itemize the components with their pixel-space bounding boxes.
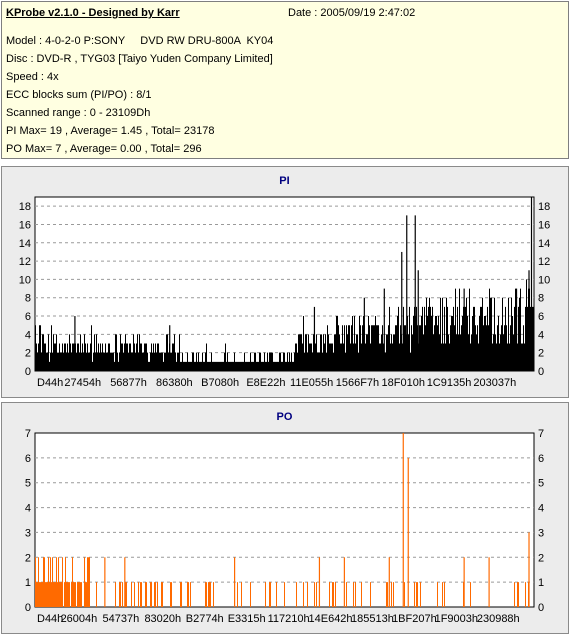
x-tick-label: 11E055h bbox=[290, 377, 333, 389]
y-tick-label-left: 8 bbox=[25, 293, 31, 305]
y-tick-label-left: 4 bbox=[25, 503, 31, 515]
y-tick-label-left: 0 bbox=[25, 366, 31, 378]
chart-title: PI bbox=[279, 175, 289, 187]
y-tick-label-right: 18 bbox=[538, 201, 550, 213]
y-tick-label-left: 14 bbox=[19, 238, 31, 250]
x-tick-label: 1C9135h bbox=[427, 377, 472, 389]
y-tick-label-right: 12 bbox=[538, 256, 550, 268]
x-tick-label: 185513h bbox=[351, 613, 394, 625]
pi-chart: PI 0 0 2 2 4 4 6 6 8 8 10 10 12 12 14 14 16 16 18 18 D44h 2745… bbox=[19, 175, 551, 389]
x-tick-label: 27454h bbox=[64, 377, 101, 389]
x-tick-label: B2774h bbox=[186, 613, 224, 625]
y-tick-label-right: 6 bbox=[538, 311, 544, 323]
scan-date: Date : 2005/09/19 2:47:02 bbox=[288, 7, 416, 19]
x-tick-label: 83020h bbox=[144, 613, 181, 625]
y-tick-label-right: 5 bbox=[538, 478, 544, 490]
x-tick-label: 26004h bbox=[61, 613, 98, 625]
y-tick-label-right: 4 bbox=[538, 503, 544, 515]
y-tick-label-left: 6 bbox=[25, 453, 31, 465]
y-tick-label-right: 8 bbox=[538, 293, 544, 305]
y-tick-label-right: 14 bbox=[538, 238, 550, 250]
x-tick-label: 18F010h bbox=[382, 377, 425, 389]
y-tick-label-right: 0 bbox=[538, 602, 544, 614]
y-tick-label-right: 6 bbox=[538, 453, 544, 465]
y-tick-label-left: 0 bbox=[25, 602, 31, 614]
x-tick-label: D44h bbox=[37, 613, 63, 625]
range-line: Scanned range : 0 - 23109Dh bbox=[6, 107, 151, 119]
y-tick-label-left: 10 bbox=[19, 274, 31, 286]
bars bbox=[35, 197, 534, 371]
chart-title: PO bbox=[277, 411, 293, 423]
x-tick-label: 56877h bbox=[110, 377, 147, 389]
y-tick-label-left: 1 bbox=[25, 577, 31, 589]
x-tick-label: 117210h bbox=[268, 613, 310, 625]
x-tick-label: E8E22h bbox=[246, 377, 285, 389]
y-tick-label-left: 2 bbox=[25, 348, 31, 360]
info-panel: KProbe v2.1.0 - Designed by Karr Date : … bbox=[1, 1, 569, 159]
y-tick-label-left: 5 bbox=[25, 478, 31, 490]
po-stats-line: PO Max= 7 , Average= 0.00 , Total= 296 bbox=[6, 143, 202, 155]
x-tick-label: 54737h bbox=[103, 613, 140, 625]
y-tick-label-left: 18 bbox=[19, 201, 31, 213]
pi-stats-line: PI Max= 19 , Average= 1.45 , Total= 2317… bbox=[6, 125, 215, 137]
model-line: Model : 4-0-2-0 P:SONY DVD RW DRU-800A K… bbox=[6, 35, 274, 47]
x-tick-label: 230988h bbox=[477, 613, 520, 625]
y-tick-label-right: 1 bbox=[538, 577, 544, 589]
x-tick-label: 1BF207h bbox=[392, 613, 437, 625]
pi-chart-panel: PI 0 0 2 2 4 4 6 6 8 8 10 10 12 12 14 14 16 16 18 18 D44h 2745… bbox=[1, 166, 569, 398]
y-tick-label-right: 16 bbox=[538, 219, 550, 231]
y-tick-label-left: 4 bbox=[25, 329, 31, 341]
x-tick-label: 14E642h bbox=[309, 613, 353, 625]
app-title: KProbe v2.1.0 - Designed by Karr bbox=[6, 7, 180, 19]
x-tick-label: 1F9003h bbox=[435, 613, 478, 625]
x-tick-label: B7080h bbox=[201, 377, 239, 389]
po-chart-panel: PO 0 0 1 1 2 2 3 3 4 4 5 5 6 6 7 7 D44h 26004h 54737h 83020h… bbox=[1, 402, 569, 634]
x-tick-label: E3315h bbox=[228, 613, 266, 625]
x-tick-label: 1566F7h bbox=[336, 377, 379, 389]
x-tick-label: D44h bbox=[37, 377, 63, 389]
y-tick-label-left: 6 bbox=[25, 311, 31, 323]
plot-area bbox=[34, 432, 535, 608]
x-tick-label: 86380h bbox=[156, 377, 193, 389]
y-tick-label-right: 7 bbox=[538, 428, 544, 440]
y-tick-label-right: 2 bbox=[538, 348, 544, 360]
y-tick-label-right: 4 bbox=[538, 329, 544, 341]
bars bbox=[35, 433, 530, 607]
y-tick-label-right: 3 bbox=[538, 527, 544, 539]
y-tick-label-left: 3 bbox=[25, 527, 31, 539]
y-tick-label-right: 10 bbox=[538, 274, 550, 286]
y-tick-label-right: 2 bbox=[538, 552, 544, 564]
y-tick-label-right: 0 bbox=[538, 366, 544, 378]
y-tick-label-left: 16 bbox=[19, 219, 31, 231]
ecc-line: ECC blocks sum (PI/PO) : 8/1 bbox=[6, 89, 152, 101]
y-tick-label-left: 12 bbox=[19, 256, 31, 268]
y-tick-label-left: 2 bbox=[25, 552, 31, 564]
disc-line: Disc : DVD-R , TYG03 [Taiyo Yuden Compan… bbox=[6, 53, 273, 65]
x-tick-label: 203037h bbox=[473, 377, 516, 389]
speed-line: Speed : 4x bbox=[6, 71, 59, 83]
y-tick-label-left: 7 bbox=[25, 428, 31, 440]
